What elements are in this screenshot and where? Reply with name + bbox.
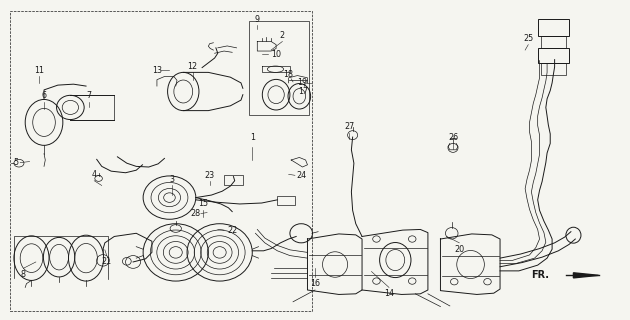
Text: 12: 12: [188, 61, 198, 70]
Text: 15: 15: [198, 199, 209, 208]
Text: 5: 5: [13, 158, 18, 167]
Bar: [541, 63, 566, 75]
Bar: [537, 49, 569, 63]
Text: 16: 16: [310, 279, 320, 288]
Text: 2: 2: [280, 31, 285, 40]
Text: 26: 26: [448, 132, 458, 141]
Text: FR.: FR.: [531, 270, 549, 280]
Text: 20: 20: [454, 245, 464, 254]
Text: 1: 1: [249, 133, 255, 142]
Bar: [541, 36, 566, 48]
Text: 21: 21: [101, 258, 112, 267]
Text: 9: 9: [255, 15, 260, 24]
Text: 13: 13: [152, 66, 162, 75]
Text: 3: 3: [169, 175, 175, 184]
Text: 27: 27: [345, 122, 355, 131]
Text: 19: 19: [297, 78, 307, 87]
Text: 10: 10: [271, 50, 281, 59]
Text: 4: 4: [92, 170, 96, 179]
Text: 17: 17: [299, 87, 309, 96]
Text: 23: 23: [205, 171, 215, 180]
Bar: [9, 11, 312, 311]
Bar: [537, 19, 569, 36]
Text: 8: 8: [21, 270, 26, 279]
Bar: [224, 175, 243, 186]
Text: 11: 11: [34, 66, 44, 75]
Text: 6: 6: [42, 91, 47, 100]
Polygon shape: [573, 273, 598, 278]
Text: 7: 7: [86, 91, 92, 100]
Text: 25: 25: [523, 34, 534, 43]
Text: 24: 24: [296, 171, 306, 180]
Text: 28: 28: [191, 209, 201, 218]
Bar: [277, 196, 295, 204]
Text: 22: 22: [227, 226, 238, 235]
Text: 18: 18: [284, 70, 294, 79]
Bar: [249, 21, 309, 115]
Text: 14: 14: [384, 289, 394, 298]
